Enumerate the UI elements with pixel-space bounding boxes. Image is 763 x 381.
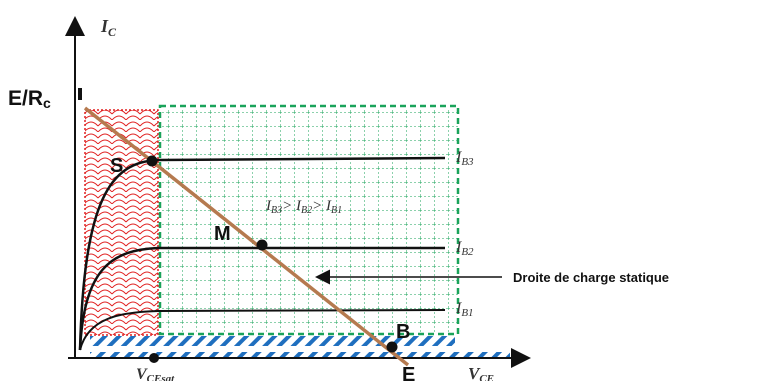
curve-label-ib2: IB2 <box>455 239 474 258</box>
label-s: S <box>110 155 123 177</box>
point-b <box>386 341 398 353</box>
label-m: M <box>214 223 231 245</box>
er-label: E/Rc <box>8 87 51 111</box>
y-axis-label: IC <box>100 16 117 39</box>
cutoff-region <box>90 336 510 358</box>
label-e: E <box>402 364 415 381</box>
operating-points <box>146 155 398 363</box>
point-m <box>256 239 268 251</box>
active-region <box>158 104 460 336</box>
label-b: B <box>396 321 410 343</box>
point-vcesat <box>149 353 159 363</box>
vcesat-label: VCEsat <box>136 366 175 381</box>
curve-ib1 <box>79 309 446 351</box>
point-s <box>146 155 158 167</box>
x-axis-label: VCE <box>468 364 494 381</box>
axes <box>65 16 531 368</box>
curve-label-ib3: IB3 <box>455 149 474 168</box>
saturation-region <box>84 109 159 336</box>
curve-ib2 <box>78 246 445 351</box>
load-line-annotation: Droite de charge statique <box>513 270 669 285</box>
load-line <box>83 106 410 367</box>
ib-relation: IB3> IB2> IB1 <box>265 198 342 216</box>
curve-label-ib1: IB1 <box>455 300 474 319</box>
